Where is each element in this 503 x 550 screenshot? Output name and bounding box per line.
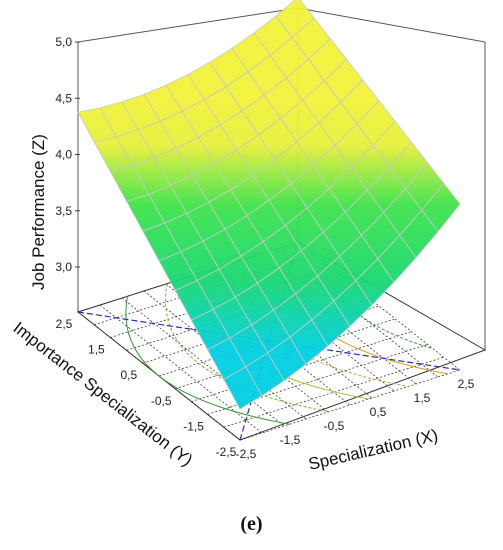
floor-grid-line [77, 311, 241, 441]
y-tick-label: -2,5 [216, 445, 237, 459]
floor-grid-line [187, 276, 351, 406]
y-tick-label: -1,5 [183, 419, 204, 433]
x-tick-label: 1,5 [414, 391, 431, 405]
y-axis-ticks: 2,5 1,5 0,5 -0,5 -1,5 -2,5 [56, 317, 237, 459]
floor-grid-line [223, 356, 444, 428]
x-tick-label: -2,5 [236, 447, 257, 461]
floor-grid-line [207, 344, 428, 415]
z-tick-label: 5,0 [55, 35, 72, 49]
floor-grid-line [121, 297, 285, 427]
y-tick-label: 0,5 [120, 368, 137, 382]
x-tick-label: -1,5 [280, 433, 301, 447]
x-tick-label: -0,5 [324, 419, 345, 433]
floor-grid-line [175, 318, 396, 390]
y-tick-label: 2,5 [56, 317, 73, 331]
floor-grid-line [275, 248, 439, 378]
surface-cell [421, 182, 461, 233]
y-tick-label: 1,5 [88, 343, 105, 357]
floor-contour-line [125, 296, 290, 425]
z-tick-label: 4,0 [55, 148, 72, 162]
z-tick-label: 3,0 [55, 260, 72, 274]
x-axis-ticks: -2,5 -1,5 -0,5 0,5 1,5 2,5 [236, 377, 475, 461]
y-tick-label: -0,5 [151, 394, 172, 408]
x-tick-label: 0,5 [370, 405, 387, 419]
floor-contour-line [164, 283, 330, 413]
floor-grid-line [191, 331, 412, 402]
surface-mesh [77, 0, 461, 410]
z-tick-label: 3,5 [55, 204, 72, 218]
panel-label: (e) [240, 513, 263, 535]
floor-grid-line [239, 369, 461, 441]
z-axis-label: Job Performance (Z) [29, 134, 48, 290]
floor-grid-line [297, 241, 461, 371]
z-axis-ticks: 3,0 3,5 4,0 4,5 5,0 [55, 35, 80, 274]
x-tick-label: 2,5 [458, 377, 475, 391]
floor-grid-line [209, 269, 373, 399]
floor-grid-line [165, 283, 329, 413]
floor-grid-line [143, 290, 307, 420]
floor-grid-line [253, 255, 417, 385]
floor-grid-line [231, 262, 395, 392]
z-tick-label: 4,5 [55, 91, 72, 105]
